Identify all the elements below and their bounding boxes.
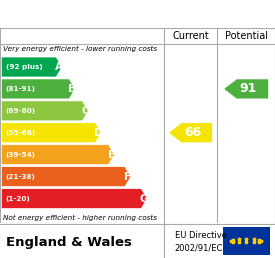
- Text: 2002/91/EC: 2002/91/EC: [175, 243, 223, 252]
- Text: D: D: [94, 128, 103, 138]
- Polygon shape: [1, 189, 147, 208]
- Polygon shape: [1, 101, 88, 121]
- Polygon shape: [169, 123, 212, 143]
- Text: A: A: [55, 62, 63, 72]
- Polygon shape: [1, 145, 114, 165]
- Text: EU Directive: EU Directive: [175, 231, 227, 240]
- Text: (92 plus): (92 plus): [6, 64, 42, 70]
- Polygon shape: [224, 79, 269, 99]
- Polygon shape: [1, 79, 75, 99]
- Text: Potential: Potential: [225, 31, 268, 41]
- Text: 91: 91: [240, 83, 257, 95]
- Text: B: B: [68, 84, 76, 94]
- Text: (21-38): (21-38): [6, 174, 35, 180]
- Text: (69-80): (69-80): [6, 108, 36, 114]
- Text: C: C: [81, 106, 89, 116]
- Text: (55-68): (55-68): [6, 130, 36, 136]
- Text: (39-54): (39-54): [6, 152, 35, 158]
- Text: Energy Efficiency Rating: Energy Efficiency Rating: [11, 7, 213, 22]
- Text: (1-20): (1-20): [6, 196, 30, 201]
- Polygon shape: [1, 167, 131, 187]
- Text: 66: 66: [184, 126, 201, 139]
- Text: E: E: [108, 150, 115, 160]
- Polygon shape: [1, 123, 101, 143]
- Text: Very energy efficient - lower running costs: Very energy efficient - lower running co…: [3, 46, 157, 52]
- Text: G: G: [140, 194, 148, 204]
- Text: F: F: [124, 172, 131, 182]
- Text: Current: Current: [172, 31, 209, 41]
- Polygon shape: [1, 57, 62, 77]
- Text: Not energy efficient - higher running costs: Not energy efficient - higher running co…: [3, 215, 157, 221]
- Text: (81-91): (81-91): [6, 86, 35, 92]
- Text: England & Wales: England & Wales: [6, 236, 131, 249]
- Bar: [223, 227, 270, 254]
